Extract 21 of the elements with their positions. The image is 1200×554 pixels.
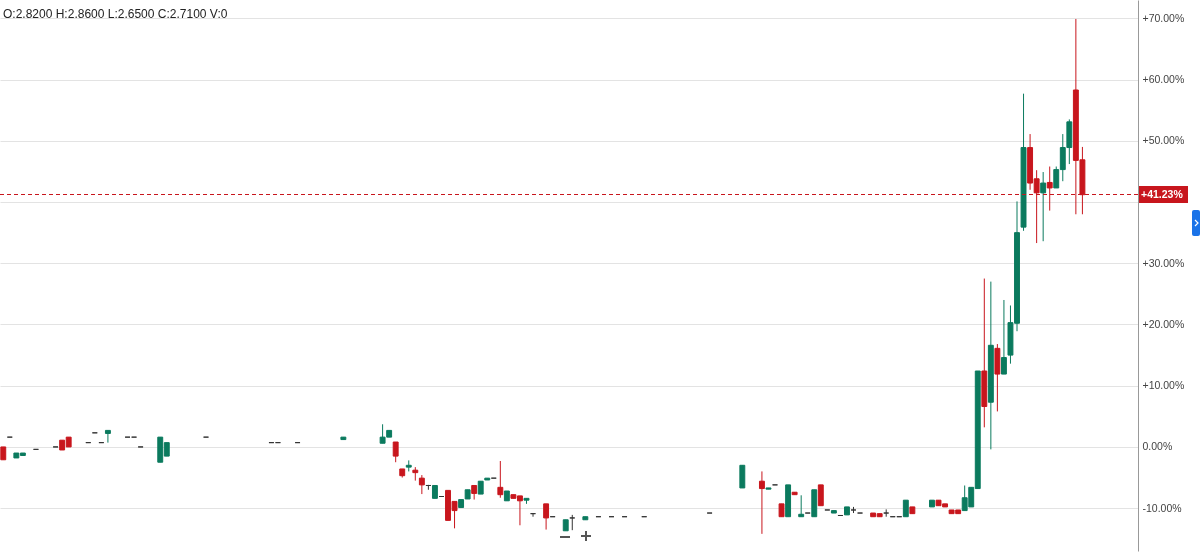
candlestick (104, 429, 111, 444)
ref-line-label: +41.23% (1141, 187, 1184, 200)
candlestick (392, 441, 399, 463)
candlestick (418, 474, 425, 495)
candlestick (497, 460, 504, 499)
candlestick (1000, 299, 1007, 375)
candlestick (817, 484, 824, 507)
y-tick-label: +30.00% (1142, 256, 1185, 269)
y-tick-label: +70.00% (1142, 11, 1185, 24)
candlestick (1040, 171, 1047, 242)
y-tick-label: +10.00% (1142, 379, 1185, 392)
candlestick (543, 503, 550, 531)
y-tick-label: +20.00% (1142, 317, 1185, 330)
annotation: O:2.8200 H:2.8600 L:2.6500 C:2.7100 V:0 (3, 7, 228, 21)
y-tick-label: -10.00% (1142, 501, 1182, 514)
candlestick (758, 470, 765, 535)
candlestick (798, 494, 805, 518)
candlestick (739, 464, 746, 489)
y-tick-label: +60.00% (1142, 73, 1185, 86)
y-tick-label: +50.00% (1142, 134, 1185, 147)
y-tick-label: 0.00% (1142, 440, 1173, 453)
